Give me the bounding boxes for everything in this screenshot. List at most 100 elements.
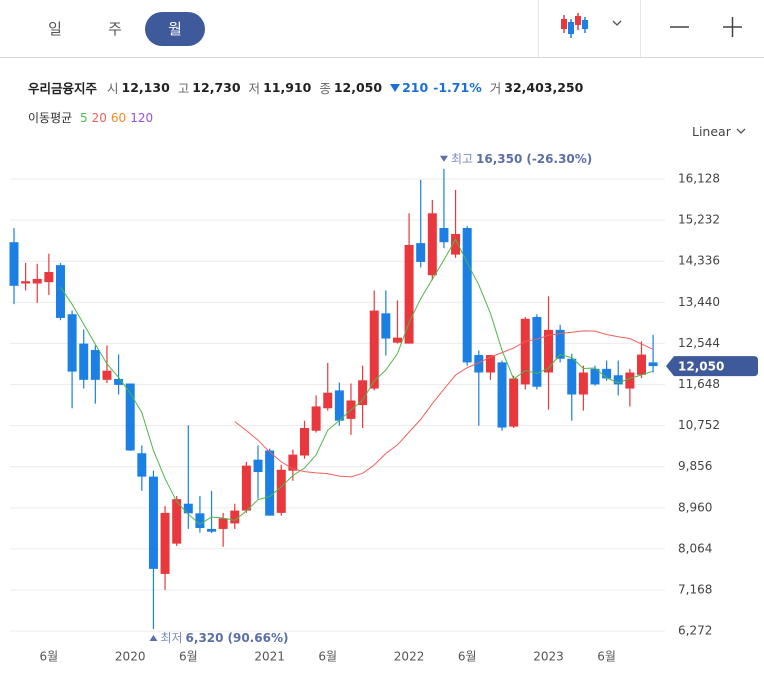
candle-body [474,355,484,373]
scale-chevron [736,128,746,134]
candle-body [613,375,623,385]
y-tick-label: 8,960 [678,500,712,514]
legend-title: 이동평균 [28,111,73,125]
candle-body [137,453,147,477]
y-tick-label: 11,648 [678,377,720,391]
stat-label: 고 [177,81,190,96]
period-tabs: 일 주 월 [0,0,764,58]
candle-body [44,272,54,283]
candle-body [520,318,530,385]
candle-body [160,512,170,574]
legend-entry: 60 [110,111,127,125]
annotation-value: 6,320 [186,630,224,644]
annotation-label: 최고 [451,151,473,165]
candle-body [532,316,542,387]
stat-value: 11,910 [263,80,312,95]
tab-week[interactable]: 주 [108,20,122,38]
candle-body [602,368,612,379]
legend-entry: 5 [80,111,88,125]
candle-body [276,469,286,513]
chart: 6,272 7,168 8,064 8,960 9,856 10,752 11,648 12,… [9,151,758,664]
change-amount: 210 [402,80,429,95]
candle-body [427,213,437,276]
x-tick-label: 6월 [179,650,198,664]
candle-body [288,454,298,471]
candle-body [323,392,333,409]
candle-body [9,242,19,286]
candle-body [555,329,565,359]
candle-body [358,380,368,406]
x-tick-label: 2021 [254,650,285,664]
scale-label: Linear [692,124,731,139]
volume-value: 32,403,250 [504,80,584,95]
y-tick-label: 15,232 [678,213,720,227]
candle-body [648,362,658,367]
candle-body [381,313,391,339]
x-tick-label: 6월 [597,650,616,664]
y-tick-label: 7,168 [678,583,712,597]
stat-label: 시 [107,81,119,96]
legend-entry: 20 [91,111,107,125]
candle-body [21,281,31,284]
candle-body [67,314,77,372]
candle-body [230,510,240,524]
stat-value: 12,050 [333,80,383,95]
zoom-in-button[interactable] [723,17,742,37]
candle-body [218,518,228,529]
y-tick-label: 16,128 [678,171,720,185]
candle-body [55,265,65,318]
candle-body [172,499,182,544]
chart-type-button[interactable] [561,13,622,38]
icon-body [561,19,567,29]
volume-label: 거 [489,81,502,96]
x-tick-label: 2020 [115,650,146,664]
annotation-label: 최저 [160,630,182,644]
candle-body [114,378,124,385]
stat-value: 12,730 [192,80,241,95]
scale-dropdown[interactable]: Linear [692,124,747,139]
candle-body [195,513,205,529]
y-tick-label: 6,272 [678,624,712,638]
x-tick-label: 2022 [394,650,425,664]
candle-body [485,355,495,373]
tab-month[interactable]: 월 [145,12,205,46]
stat-label: 종 [319,81,331,96]
tab-day[interactable]: 일 [48,20,62,38]
candle-body [439,227,449,243]
y-tick-label: 9,856 [678,459,712,473]
moving-average-line [60,238,654,526]
annotation-change: (90.66%) [228,630,289,644]
annotation: 최저 6,320 (90.66%) [160,630,288,644]
candle-body [392,337,402,343]
candle-body [567,358,577,395]
legend-entry: 120 [130,111,154,125]
last-price-label: 12,050 [678,360,724,374]
candle-body [207,528,217,532]
y-tick-label: 10,752 [678,418,720,432]
candle-body [462,227,472,363]
quote-header: 우리금융지주 시 12,130 고 12,730 저 11,910 종 12,050 2… [28,78,591,97]
candle-body [636,354,646,375]
candle-body [265,450,275,516]
annotation-marker [149,634,158,641]
candle-body [311,406,321,431]
moving-average-legend: 이동평균 5 20 60 120 [28,109,157,126]
stock-name: 우리금융지주 [28,81,98,96]
candle-body [416,243,426,262]
stat-label: 저 [248,81,261,96]
x-tick-label: 6월 [40,650,59,664]
chevron [736,128,746,134]
last-price-tag [666,356,758,377]
candle-body [102,370,112,380]
candle-body [32,278,42,284]
candle-body [590,368,600,385]
annotation-value: 16,350 [476,151,522,165]
x-tick-label: 2023 [533,650,564,664]
y-tick-label: 8,064 [678,541,712,555]
candle-body [544,329,554,373]
candle-body [578,372,588,395]
candle-body [183,503,193,514]
dropdown-chevron [612,20,622,26]
candle-body [509,378,519,427]
